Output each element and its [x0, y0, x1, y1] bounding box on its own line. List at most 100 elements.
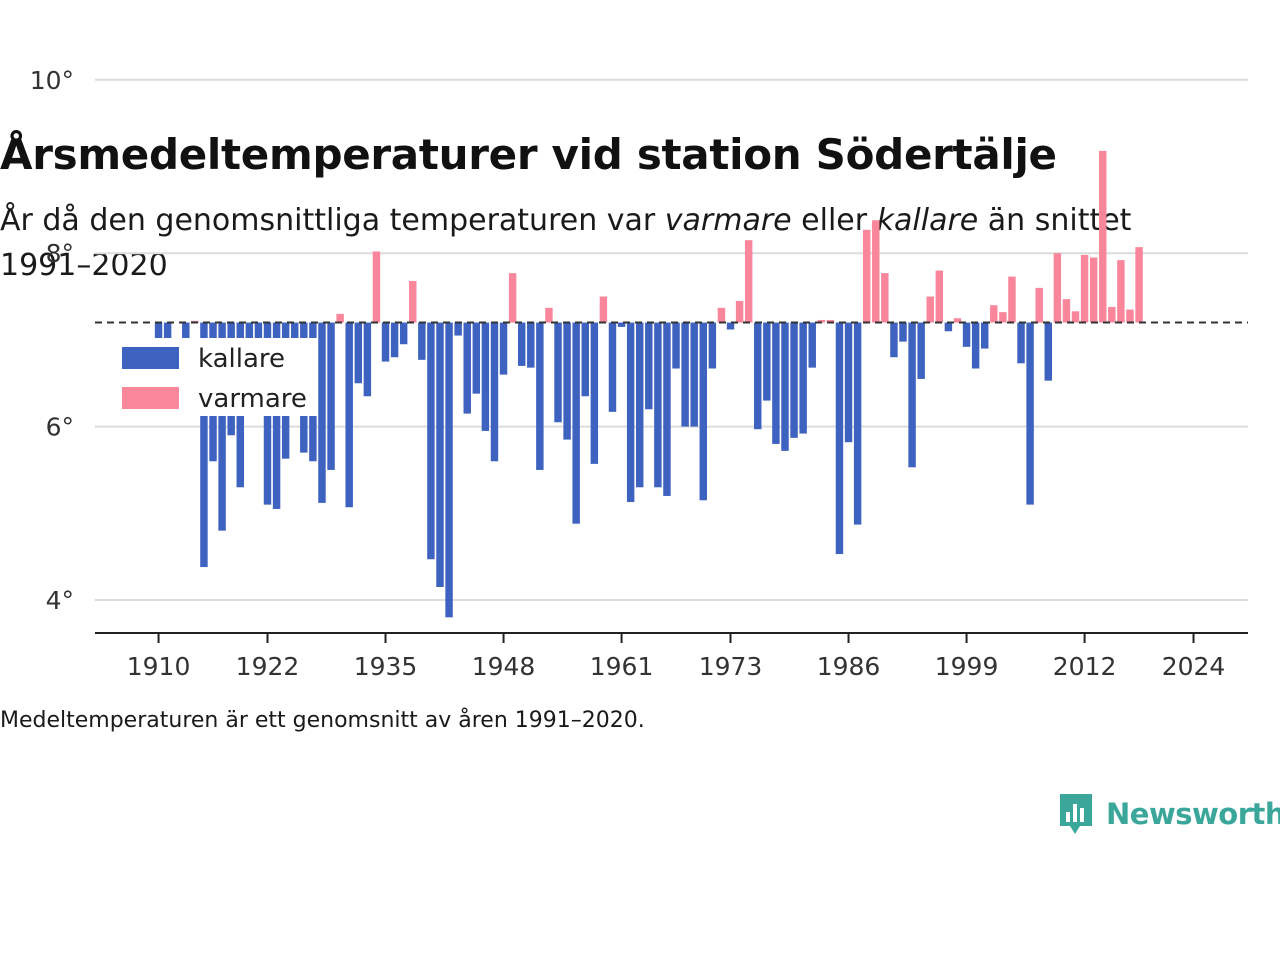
bar-2017	[1126, 309, 1134, 323]
legend: kallare varmare	[110, 338, 318, 416]
gridlines	[95, 78, 1248, 601]
bar-1997	[944, 322, 953, 332]
bar-1940	[427, 322, 435, 560]
bar-2004	[1008, 276, 1016, 323]
bar-2008	[1044, 322, 1052, 381]
subtitle-part: År då den genomsnittliga temperaturen va…	[0, 203, 665, 238]
bar-1977	[763, 322, 771, 401]
bar-1951	[527, 322, 535, 368]
bar-1971	[708, 322, 717, 369]
bar-1974	[735, 300, 744, 323]
footnote: Medeltemperaturen är ett genomsnitt av å…	[0, 708, 645, 733]
subtitle-part: eller	[791, 203, 877, 238]
bar-2010	[1062, 299, 1071, 323]
bar-1987	[853, 322, 862, 525]
bar-1983	[817, 319, 826, 323]
bar-2009	[1053, 253, 1062, 323]
bar-1945	[472, 322, 481, 394]
bar-1993	[908, 322, 916, 468]
bar-2016	[1117, 260, 1125, 323]
bar-1956	[572, 322, 580, 524]
bar-1939	[418, 322, 426, 360]
bar-2006	[1026, 322, 1034, 505]
bar-1931	[345, 322, 353, 508]
bar-1930	[336, 313, 344, 323]
bar-1946	[481, 322, 490, 431]
bar-1998	[953, 318, 962, 323]
bar-1982	[808, 322, 816, 368]
bar-1985	[835, 322, 844, 555]
bar-2001	[980, 322, 989, 349]
bar-1962	[626, 322, 635, 503]
bar-1943	[454, 322, 462, 336]
x-tick-label: 2024	[1162, 652, 1226, 681]
bar-1952	[536, 322, 544, 470]
bar-2013	[1089, 257, 1098, 323]
bar-2000	[971, 322, 980, 369]
temperature-bar-chart: 4°6°8°10° 1910 1922 1935 1948 1961 1973 1986 19…	[30, 66, 1248, 681]
bar-1991	[890, 322, 898, 358]
bar-1938	[409, 280, 417, 323]
x-axis-ticks: 1910 1922 1935 1948 1961 1973 1986 1999 2012 2024	[127, 633, 1226, 681]
x-tick-label: 1986	[817, 652, 881, 681]
bar-1969	[690, 322, 698, 427]
bar-1966	[663, 322, 671, 496]
bar-1999	[962, 322, 971, 347]
bar-1984	[826, 319, 835, 323]
bar-1950	[517, 322, 526, 366]
y-tick-label: 8°	[46, 239, 74, 268]
bar-1988	[862, 229, 871, 323]
bar-1964	[645, 322, 653, 410]
bar-2007	[1035, 287, 1043, 323]
bar-2018	[1135, 247, 1143, 323]
y-tick-label: 4°	[46, 586, 74, 615]
bar-1944	[463, 322, 471, 414]
bar-1947	[490, 322, 499, 462]
bar-1961	[617, 322, 626, 327]
bar-1915	[200, 322, 208, 568]
bar-2011	[1071, 311, 1080, 323]
bar-1959	[599, 296, 608, 323]
legend-swatch-varmare	[122, 387, 179, 409]
bar-2015	[1108, 306, 1116, 323]
bar-1995	[926, 296, 934, 323]
bar-2002	[990, 305, 998, 323]
legend-label-varmare: varmare	[198, 384, 307, 414]
chart-title: Årsmedeltemperaturer vid station Södertä…	[0, 130, 1057, 179]
x-tick-label: 1973	[699, 652, 763, 681]
bar-1972	[717, 307, 726, 323]
x-tick-label: 1999	[935, 652, 999, 681]
bar-1994	[917, 322, 925, 379]
bar-1965	[654, 322, 662, 488]
chart-subtitle: År då den genomsnittliga temperaturen va…	[0, 198, 1200, 288]
bar-1970	[699, 322, 707, 501]
bar-1929	[327, 322, 335, 470]
bar-1934	[372, 251, 381, 323]
bar-1963	[636, 322, 644, 488]
x-tick-label: 1910	[127, 652, 191, 681]
legend-label-kallare: kallare	[198, 344, 285, 374]
bar-2003	[999, 312, 1007, 323]
bar-1932	[354, 322, 363, 384]
bar-1949	[508, 273, 517, 323]
y-axis-labels: 4° 6° 8° 10°	[30, 66, 74, 615]
bar-1976	[754, 322, 762, 430]
newsworthy-logo-icon	[1060, 794, 1092, 834]
bar-1937	[399, 322, 408, 345]
bar-1948	[499, 322, 508, 375]
x-tick-label: 2012	[1053, 652, 1117, 681]
bar-1986	[844, 322, 853, 443]
bar-1936	[390, 322, 399, 358]
bar-1954	[554, 322, 562, 423]
x-tick-label: 1922	[236, 652, 300, 681]
bar-1955	[563, 322, 571, 440]
bar-1981	[799, 322, 807, 434]
bar-1942	[445, 322, 453, 618]
bar-1992	[899, 322, 907, 342]
bar-2012	[1080, 254, 1089, 323]
y-tick-label: 6°	[46, 413, 74, 442]
bar-1935	[381, 322, 390, 362]
bar-1973	[726, 322, 735, 330]
bar-1975	[744, 240, 753, 323]
brand-logo: Newsworthy	[1058, 790, 1280, 838]
